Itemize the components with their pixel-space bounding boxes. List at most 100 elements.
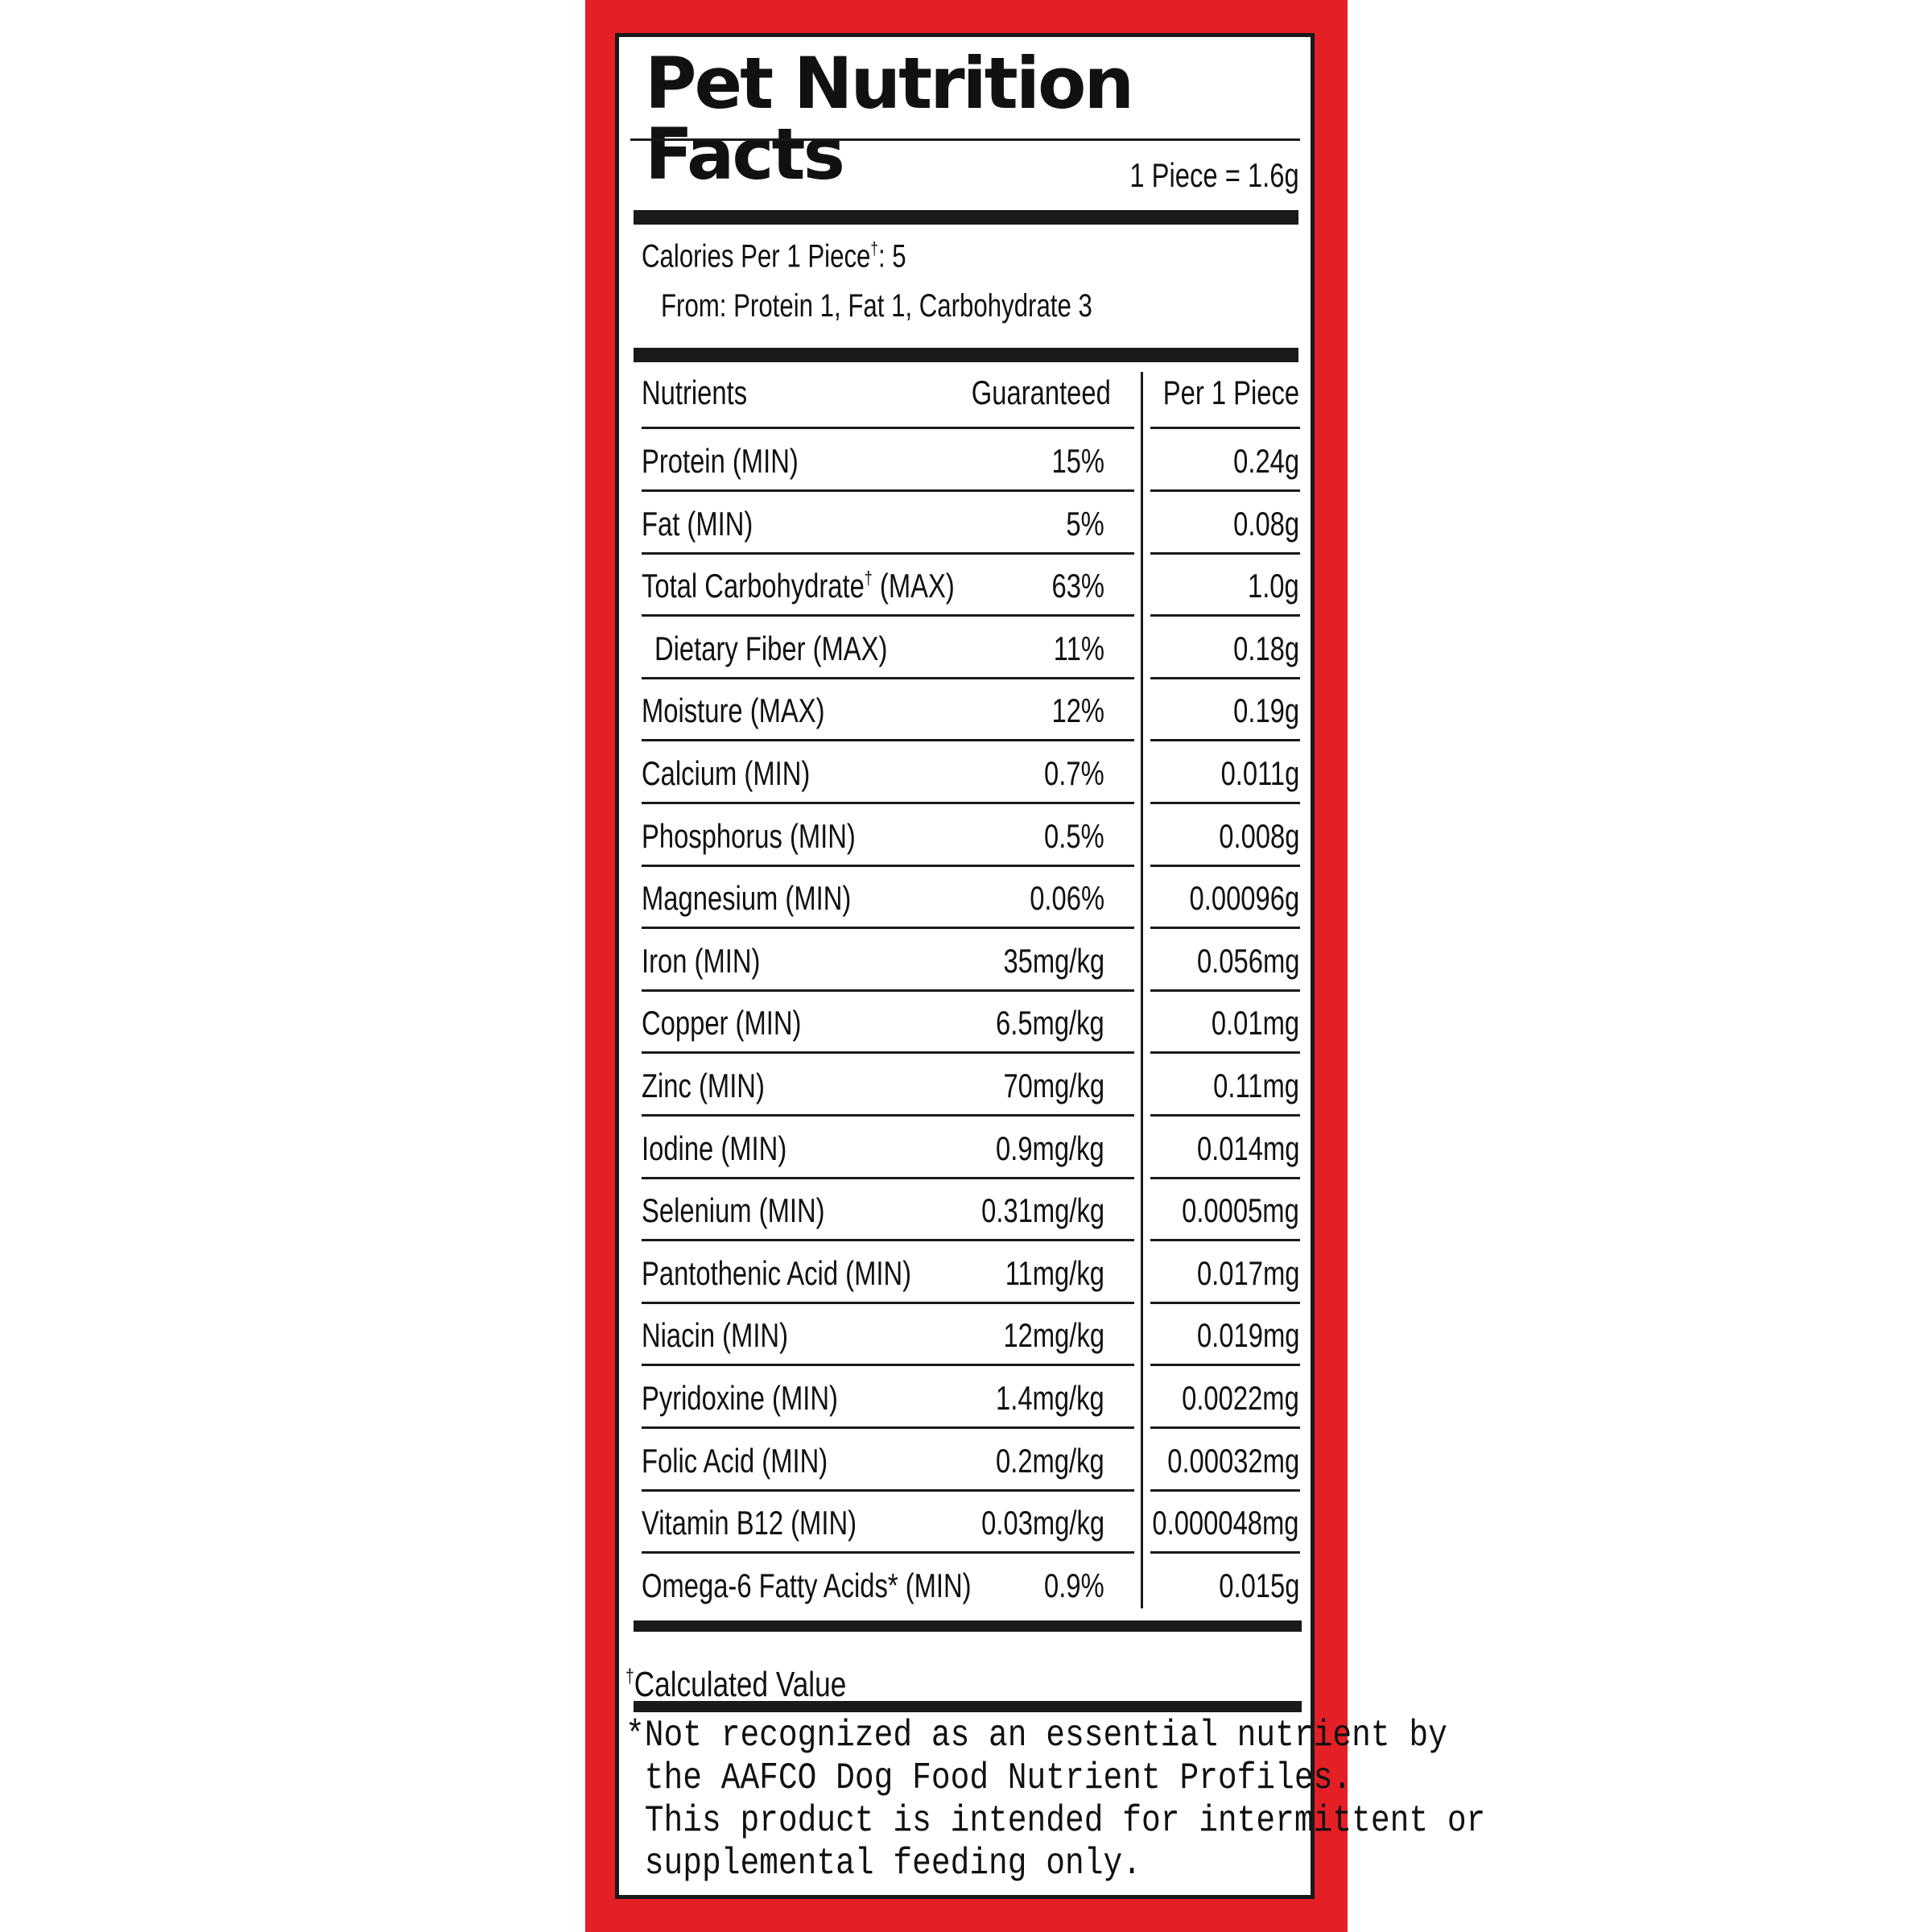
aafco-footnote: *Not recognized as an essential nutrient…	[625, 1715, 1486, 1885]
row-divider-right	[1150, 676, 1300, 679]
guaranteed-value: 5%	[1066, 504, 1104, 543]
guaranteed-value: 0.31mg/kg	[981, 1191, 1104, 1230]
nutrient-name-text: Niacin (MIN)	[642, 1316, 789, 1355]
nutrient-name: Iodine (MIN)	[642, 1129, 786, 1168]
guaranteed-value: 11mg/kg	[1005, 1253, 1104, 1292]
per-piece-value: 0.011g	[1220, 754, 1299, 792]
calories-label: Calories Per 1 Piece	[642, 238, 871, 275]
row-divider-left	[642, 1426, 1134, 1429]
nutrient-name: Iron (MIN)	[642, 942, 760, 980]
nutrient-name: Fat (MIN)	[642, 505, 753, 543]
row-divider-left	[642, 1114, 1134, 1117]
table-row: Selenium (MIN) 0.31mg/kg 0.0005mg	[619, 1179, 1311, 1242]
calories-divider	[634, 348, 1298, 362]
row-divider-left	[642, 1239, 1134, 1242]
nutrient-name-text: Total Carbohydrate	[642, 567, 865, 605]
per-piece-value: 0.0022mg	[1182, 1379, 1299, 1417]
per-piece-value: 0.056mg	[1196, 941, 1299, 980]
per-piece-value: 0.19g	[1233, 691, 1299, 730]
nutrient-name-text: Magnesium (MIN)	[642, 879, 852, 918]
per-piece-value: 0.000048mg	[1152, 1504, 1299, 1542]
per-piece-value: 0.017mg	[1196, 1253, 1299, 1292]
row-divider-right	[1150, 802, 1300, 804]
guaranteed-value: 63%	[1051, 567, 1104, 605]
nutrient-name-text: Phosphorus (MIN)	[642, 816, 856, 855]
guaranteed-value: 0.9%	[1044, 1566, 1104, 1604]
guaranteed-value: 0.03mg/kg	[981, 1504, 1104, 1542]
nutrition-facts-panel: Pet Nutrition Facts 1 Piece = 1.6g Calor…	[615, 33, 1486, 1899]
row-divider-right	[1150, 739, 1300, 742]
column-separator	[1141, 372, 1143, 1608]
table-row: Magnesium (MIN) 0.06% 0.00096g	[619, 866, 1311, 930]
nutrient-name-text: Folic Acid (MIN)	[642, 1441, 828, 1480]
nutrient-name: Niacin (MIN)	[642, 1316, 788, 1355]
nutrient-name: Moisture (MAX)	[642, 691, 825, 730]
nutrient-name: Protein (MIN)	[642, 442, 799, 481]
per-piece-value: 0.019mg	[1196, 1316, 1299, 1355]
header-nutrients: Nutrients	[642, 374, 748, 411]
nutrient-name: Omega-6 Fatty Acids* (MIN)	[642, 1567, 972, 1605]
header-divider-left	[642, 427, 1134, 429]
calories-from: From: Protein 1, Fat 1, Carbohydrate 3	[661, 288, 1092, 324]
table-row: Protein (MIN) 15% 0.24g	[619, 429, 1311, 492]
row-divider-left	[642, 864, 1134, 867]
nutrient-name-text: Omega-6 Fatty Acids* (MIN)	[642, 1566, 972, 1604]
label-title: Pet Nutrition Facts	[645, 42, 1134, 196]
guaranteed-value: 15%	[1051, 442, 1104, 480]
row-divider-left	[642, 802, 1134, 804]
footnote-divider	[634, 1701, 1302, 1712]
nutrient-name-text: Dietary Fiber (MAX)	[654, 629, 888, 667]
table-row: Iron (MIN) 35mg/kg 0.056mg	[619, 929, 1311, 992]
row-divider-left	[642, 927, 1134, 930]
per-piece-value: 1.0g	[1248, 567, 1299, 605]
nutrient-name: Pantothenic Acid (MIN)	[642, 1254, 911, 1293]
row-divider-right	[1150, 1114, 1300, 1117]
table-row: Niacin (MIN) 12mg/kg 0.019mg	[619, 1303, 1311, 1367]
row-divider-right	[1150, 989, 1300, 992]
nutrient-name: Magnesium (MIN)	[642, 879, 851, 918]
row-divider-right	[1150, 614, 1300, 617]
nutrient-name-text: Copper (MIN)	[642, 1004, 802, 1042]
row-divider-right	[1150, 1364, 1300, 1367]
header-per-piece: Per 1 Piece	[1162, 374, 1299, 411]
header-divider-right	[1150, 427, 1300, 429]
row-divider-left	[642, 551, 1134, 555]
guaranteed-value: 12mg/kg	[1003, 1316, 1104, 1355]
row-divider-left	[642, 1176, 1134, 1179]
nutrient-name-text: Iron (MIN)	[642, 941, 761, 980]
guaranteed-value: 11%	[1053, 629, 1104, 667]
per-piece-value: 0.01mg	[1211, 1004, 1299, 1042]
row-divider-right	[1150, 1239, 1300, 1242]
guaranteed-value: 0.5%	[1044, 816, 1104, 855]
table-row: Fat (MIN) 5% 0.08g	[619, 492, 1311, 555]
nutrient-name-text: Vitamin B12 (MIN)	[642, 1504, 857, 1542]
row-divider-right	[1150, 1301, 1300, 1304]
row-divider-right	[1150, 1488, 1300, 1492]
calculated-value-note: †Calculated Value	[625, 1665, 846, 1705]
table-row: Total Carbohydrate† (MAX) 63% 1.0g	[619, 554, 1311, 617]
per-piece-value: 0.08g	[1233, 504, 1299, 543]
per-piece-value: 0.008g	[1218, 816, 1299, 855]
nutrient-name-text: Calcium (MIN)	[642, 754, 811, 792]
nutrient-name: Vitamin B12 (MIN)	[642, 1504, 857, 1542]
per-piece-value: 0.18g	[1233, 629, 1299, 667]
serving-size: 1 Piece = 1.6g	[1129, 156, 1299, 194]
guaranteed-value: 35mg/kg	[1003, 941, 1104, 980]
nutrient-name: Pyridoxine (MIN)	[642, 1379, 838, 1418]
row-divider-left	[642, 489, 1134, 492]
nutrient-name: Calcium (MIN)	[642, 754, 810, 793]
nutrient-name-text: Zinc (MIN)	[642, 1067, 765, 1104]
per-piece-value: 0.11mg	[1213, 1067, 1299, 1104]
table-bottom-rule	[634, 1620, 1302, 1632]
table-row: Zinc (MIN) 70mg/kg 0.11mg	[619, 1054, 1311, 1117]
per-piece-value: 0.00096g	[1189, 879, 1299, 918]
guaranteed-value: 6.5mg/kg	[996, 1004, 1104, 1042]
guaranteed-value: 0.2mg/kg	[996, 1441, 1104, 1480]
row-divider-left	[642, 1551, 1134, 1554]
nutrient-name-text: Moisture (MAX)	[642, 691, 825, 730]
table-row: Vitamin B12 (MIN) 0.03mg/kg 0.000048mg	[619, 1491, 1311, 1554]
row-divider-left	[642, 614, 1134, 617]
row-divider-left	[642, 676, 1134, 679]
row-divider-left	[642, 1364, 1134, 1367]
per-piece-value: 0.00032mg	[1167, 1441, 1299, 1480]
